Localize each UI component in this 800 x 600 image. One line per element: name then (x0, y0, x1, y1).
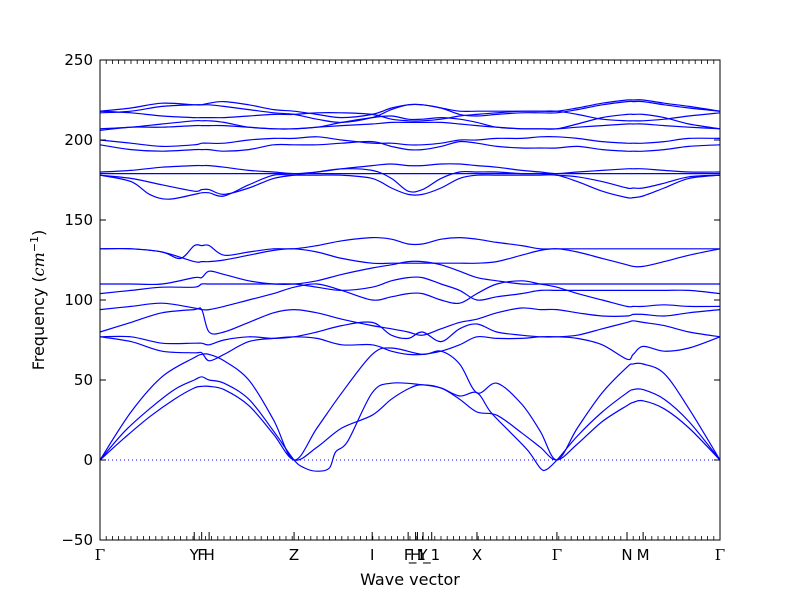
x-tick-label: H (203, 546, 214, 564)
y-tick-label: 0 (83, 451, 93, 469)
branch-line-9 (100, 260, 720, 286)
y-axis-label-unit: cm (29, 252, 48, 276)
branch-line-12 (99, 173, 721, 200)
x-tick-label: N (621, 546, 632, 564)
x-tick-label: Z (289, 546, 299, 564)
branch-line-1 (99, 384, 721, 461)
dispersion-branches (99, 99, 721, 472)
branch-line-2 (99, 376, 721, 472)
x-tick-label: _1 (408, 546, 426, 565)
y-tick-label: 250 (64, 51, 93, 69)
branch-line-18 (99, 121, 721, 131)
x-tick-label: F (197, 546, 206, 564)
x-tick-label: X (472, 546, 482, 564)
branch-line-19 (99, 113, 721, 130)
y-tick-label: 150 (64, 211, 93, 229)
y-tick-label: 100 (64, 291, 93, 309)
y-axis-label-exponent: −1 (28, 236, 41, 252)
x-tick-label: H (410, 546, 421, 564)
branch-line-8 (99, 276, 721, 301)
y-tick-label: 200 (64, 131, 93, 149)
branch-line-17 (99, 135, 721, 148)
y-axis-label-close: ) (29, 230, 48, 236)
y-axis-ticks: −50 0 50 100 150 200 250 (61, 51, 720, 549)
branch-line-22 (99, 110, 721, 122)
plot-area (99, 99, 721, 472)
branch-line-6 (99, 307, 721, 336)
y-axis-label-text: Frequency ( (29, 276, 48, 370)
x-tick-label: Γ (552, 546, 562, 564)
plot-frame (99, 59, 721, 541)
x-tick-label: Γ (715, 546, 725, 564)
minor-tick-marks (99, 60, 721, 540)
branch-line-21 (99, 99, 721, 119)
branch-line-16 (99, 140, 721, 152)
branch-line-3 (99, 347, 721, 461)
x-tick-label: I (370, 546, 374, 564)
branch-line-4 (99, 335, 721, 362)
branch-line-5 (99, 320, 721, 346)
branch-line-10 (99, 247, 721, 268)
y-axis-label: Frequency (cm−1) (28, 230, 49, 371)
x-tick-label: _1 (422, 546, 440, 565)
x-tick-label: F (404, 546, 413, 564)
branch-line-13 (99, 168, 721, 196)
y-tick-label: 50 (74, 371, 93, 389)
y-tick-label: −50 (61, 531, 93, 549)
x-tick-label: Y (417, 546, 428, 564)
x-axis-ticks: Γ YFH Z I FH_1Y_1 X Γ N M Γ (95, 532, 725, 565)
branch-line-15 (99, 163, 721, 175)
x-tick-label: Y (189, 546, 200, 564)
x-tick-label: M (637, 546, 650, 564)
branch-line-7 (99, 280, 721, 311)
branch-line-11 (99, 236, 720, 260)
x-axis-label: Wave vector (360, 570, 460, 589)
x-tick-label: Γ (95, 546, 105, 564)
